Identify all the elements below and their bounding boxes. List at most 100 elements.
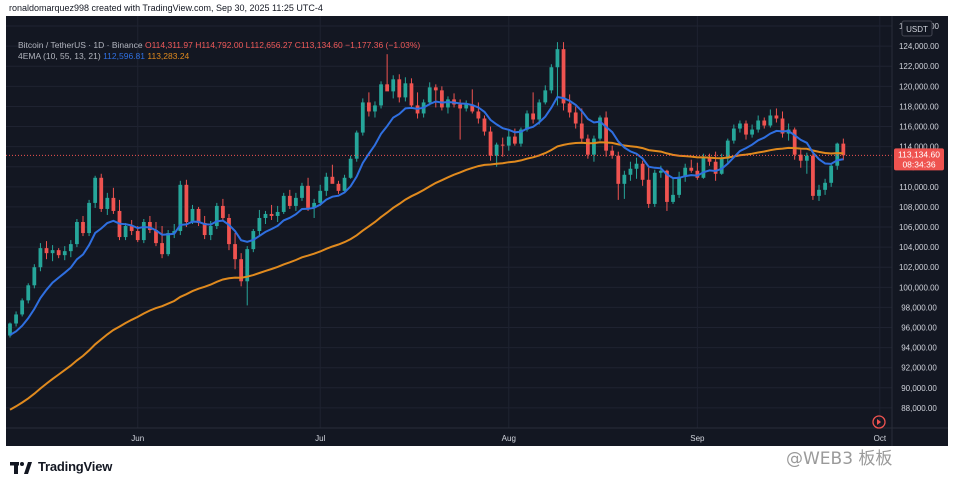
candle-body	[792, 129, 797, 155]
candle-body	[330, 176, 335, 184]
currency-label-box[interactable]: USDT	[901, 20, 933, 37]
price-tick-label: 90,000.00	[901, 384, 937, 393]
price-tick-label: 94,000.00	[901, 344, 937, 353]
candle-body	[665, 170, 669, 202]
candle-body	[774, 115, 779, 119]
tradingview-logo-icon	[10, 461, 32, 474]
candle-body	[719, 158, 724, 174]
candle-body	[482, 118, 487, 132]
tradingview-logo[interactable]: TradingView	[10, 459, 112, 474]
candle-body	[32, 267, 37, 286]
price-tick-label: 108,000.00	[899, 203, 940, 212]
price-tick-label: 114,000.00	[899, 143, 939, 152]
credit-text: ronaldomarquez998 created with TradingVi…	[9, 3, 323, 13]
legend-ohlc: Bitcoin / TetherUS · 1D · Binance O114,3…	[18, 40, 420, 50]
candle-body	[585, 138, 590, 155]
price-tick-label: 102,000.00	[899, 263, 940, 272]
candle-body	[464, 104, 469, 109]
candle-body	[202, 223, 207, 236]
candle-body	[391, 79, 396, 92]
legend-symbol: Bitcoin / TetherUS · 1D · Binance	[18, 40, 143, 50]
ema-slow-value: 113,283.24	[147, 51, 190, 61]
candle-body	[75, 222, 79, 245]
candle-body	[269, 213, 274, 216]
candle-body	[658, 170, 663, 173]
candle-body	[336, 183, 341, 191]
candle-body	[646, 179, 651, 204]
candle-body	[750, 129, 754, 135]
candle-body	[841, 143, 846, 156]
candle-body	[512, 136, 517, 144]
candle-body	[525, 113, 529, 130]
candle-body	[604, 117, 608, 151]
candle-body	[531, 113, 536, 120]
candle-body	[677, 176, 681, 195]
top-bar: ronaldomarquez998 created with TradingVi…	[0, 0, 956, 16]
candle-body	[38, 248, 43, 268]
candle-body	[634, 163, 639, 169]
candle-body	[93, 177, 98, 203]
price-badge: 113,134.60 08:34:36	[894, 148, 944, 171]
candle-body	[738, 123, 742, 129]
price-tick-label: 96,000.00	[901, 324, 937, 333]
time-axis: Jun Jul Aug Sep Oct	[6, 427, 948, 443]
replay-icon[interactable]	[872, 415, 886, 429]
legend-open: O114,311.97	[144, 40, 193, 50]
candle-body	[488, 131, 493, 156]
price-tick-label: 88,000.00	[901, 404, 937, 413]
price-tick-label: 106,000.00	[899, 223, 940, 232]
price-tick-label: 124,000.00	[899, 42, 940, 51]
candle-body	[348, 158, 353, 178]
candle-body	[20, 300, 25, 315]
candle-body	[640, 163, 645, 180]
candle-body	[148, 222, 152, 231]
footer	[0, 446, 956, 482]
candle-body	[561, 49, 566, 104]
candle-body	[598, 117, 602, 139]
candle-body	[385, 84, 390, 92]
candle-body	[494, 144, 499, 156]
candle-body	[99, 177, 104, 209]
candle-body	[312, 202, 317, 208]
candle-body	[141, 222, 146, 241]
candle-body	[567, 103, 572, 113]
tradingview-brand: TradingView	[38, 459, 113, 474]
candle-body	[227, 217, 231, 245]
candle-body	[68, 244, 73, 252]
candle-body	[208, 226, 213, 236]
candle-body	[44, 248, 49, 254]
candle-body	[713, 161, 718, 174]
candle-body	[214, 205, 219, 227]
candle-body	[366, 102, 371, 112]
candle-body	[306, 185, 310, 208]
indicator-name: 4EMA (10, 55, 13, 21)	[18, 51, 101, 61]
candle-body	[184, 184, 189, 222]
candle-body	[573, 112, 578, 124]
badge-countdown: 08:34:36	[902, 159, 935, 169]
candle-body	[26, 285, 31, 301]
legend-close: C113,134.60	[294, 40, 343, 50]
price-tick-label: 118,000.00	[899, 102, 939, 111]
badge-price: 113,134.60	[898, 149, 940, 159]
candle-body	[379, 84, 383, 106]
legend-indicator: 4EMA (10, 55, 13, 21) 112,596.81 113,283…	[18, 51, 189, 61]
candle-body	[446, 99, 450, 108]
candle-body	[373, 105, 377, 112]
candle-body	[263, 213, 268, 218]
candle-body	[798, 154, 803, 161]
candle-body	[62, 251, 67, 256]
candle-body	[476, 111, 481, 119]
candle-body	[397, 79, 402, 98]
price-tick-label: 104,000.00	[899, 243, 940, 252]
candle-body	[360, 102, 365, 133]
candle-body	[409, 83, 414, 106]
candle-body	[804, 155, 809, 161]
legend-change: −1,177.36 (−1.03%)	[345, 40, 421, 50]
candle-body	[8, 323, 12, 336]
chart-panel[interactable]: 88,000.00 90,000.00 92,000.00 94,000.00 96,0…	[6, 16, 948, 446]
candle-body	[154, 230, 158, 244]
candle-body	[458, 104, 463, 109]
time-tick-label: Sep	[690, 434, 705, 443]
candle-body	[178, 184, 183, 232]
candlestick-chart[interactable]: 88,000.00 90,000.00 92,000.00 94,000.00 96,0…	[6, 16, 948, 446]
